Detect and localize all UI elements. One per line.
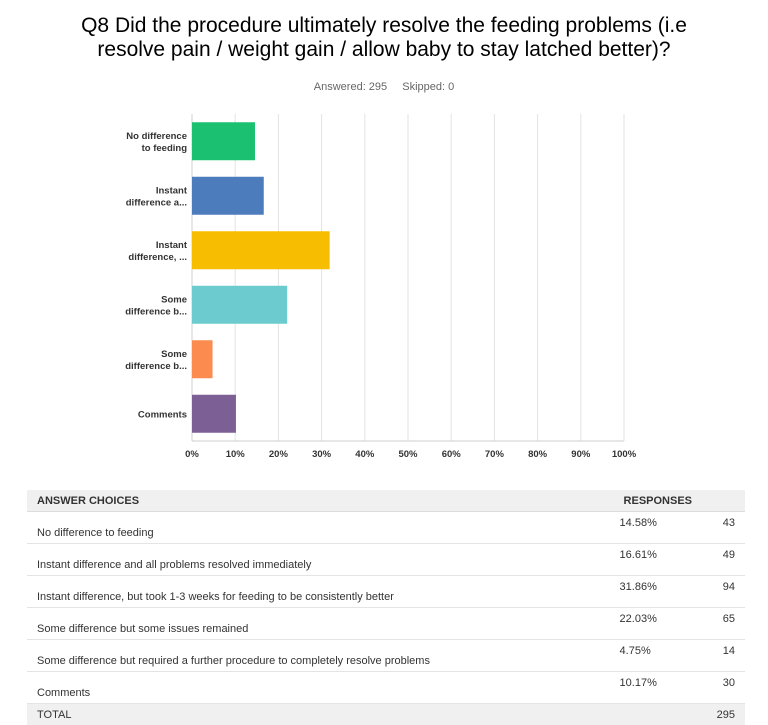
chart-grid xyxy=(192,114,624,441)
answer-table: ANSWER CHOICES RESPONSES No difference t… xyxy=(27,490,745,725)
response-count: 30 xyxy=(695,672,745,704)
table-header-row: ANSWER CHOICES RESPONSES xyxy=(27,490,745,512)
response-count: 94 xyxy=(695,576,745,608)
response-percent: 14.58% xyxy=(614,512,696,544)
response-percent: 22.03% xyxy=(614,608,696,640)
bar[interactable] xyxy=(192,231,330,269)
x-tick-label: 40% xyxy=(355,449,375,460)
answer-choices-header: ANSWER CHOICES xyxy=(27,490,614,512)
table-row: Some difference but some issues remained… xyxy=(27,608,745,640)
response-count: 14 xyxy=(695,640,745,672)
response-percent: 4.75% xyxy=(614,640,696,672)
x-tick-label: 0% xyxy=(185,449,199,460)
bar[interactable] xyxy=(192,286,287,324)
bar[interactable] xyxy=(192,340,213,378)
table-row: Some difference but required a further p… xyxy=(27,640,745,672)
response-percent: 10.17% xyxy=(614,672,696,704)
x-tick-label: 80% xyxy=(528,449,548,460)
answer-choice: Instant difference and all problems reso… xyxy=(27,544,614,576)
x-tick-label: 30% xyxy=(312,449,332,460)
category-label: Comments xyxy=(138,409,187,420)
total-count: 295 xyxy=(695,704,745,725)
x-tick-label: 90% xyxy=(571,449,591,460)
answer-choice: Comments xyxy=(27,672,614,704)
total-row: TOTAL 295 xyxy=(27,704,745,725)
chart-bars xyxy=(192,122,330,433)
response-count: 49 xyxy=(695,544,745,576)
bar[interactable] xyxy=(192,122,255,160)
response-count: 65 xyxy=(695,608,745,640)
x-tick-label: 20% xyxy=(269,449,289,460)
x-tick-label: 50% xyxy=(398,449,418,460)
answer-choice: No difference to feeding xyxy=(27,512,614,544)
responses-header: RESPONSES xyxy=(614,490,745,512)
bar[interactable] xyxy=(192,177,264,215)
response-percent: 31.86% xyxy=(614,576,696,608)
x-tick-label: 100% xyxy=(612,449,637,460)
answer-choice: Some difference but some issues remained xyxy=(27,608,614,640)
answer-choice: Some difference but required a further p… xyxy=(27,640,614,672)
response-percent: 16.61% xyxy=(614,544,696,576)
response-count: 43 xyxy=(695,512,745,544)
x-tick-label: 10% xyxy=(226,449,246,460)
x-tick-label: 70% xyxy=(485,449,505,460)
total-spacer xyxy=(614,704,696,725)
x-tick-label: 60% xyxy=(442,449,462,460)
x-axis-ticks: 0% 10% 20% 30% 40% 50% 60% 70% 80% 90% 100% xyxy=(185,449,637,460)
answer-choice: Instant difference, but took 1-3 weeks f… xyxy=(27,576,614,608)
total-label: TOTAL xyxy=(27,704,614,725)
table-row: Instant difference, but took 1-3 weeks f… xyxy=(27,576,745,608)
bar[interactable] xyxy=(192,395,236,433)
table-row: Instant difference and all problems reso… xyxy=(27,544,745,576)
